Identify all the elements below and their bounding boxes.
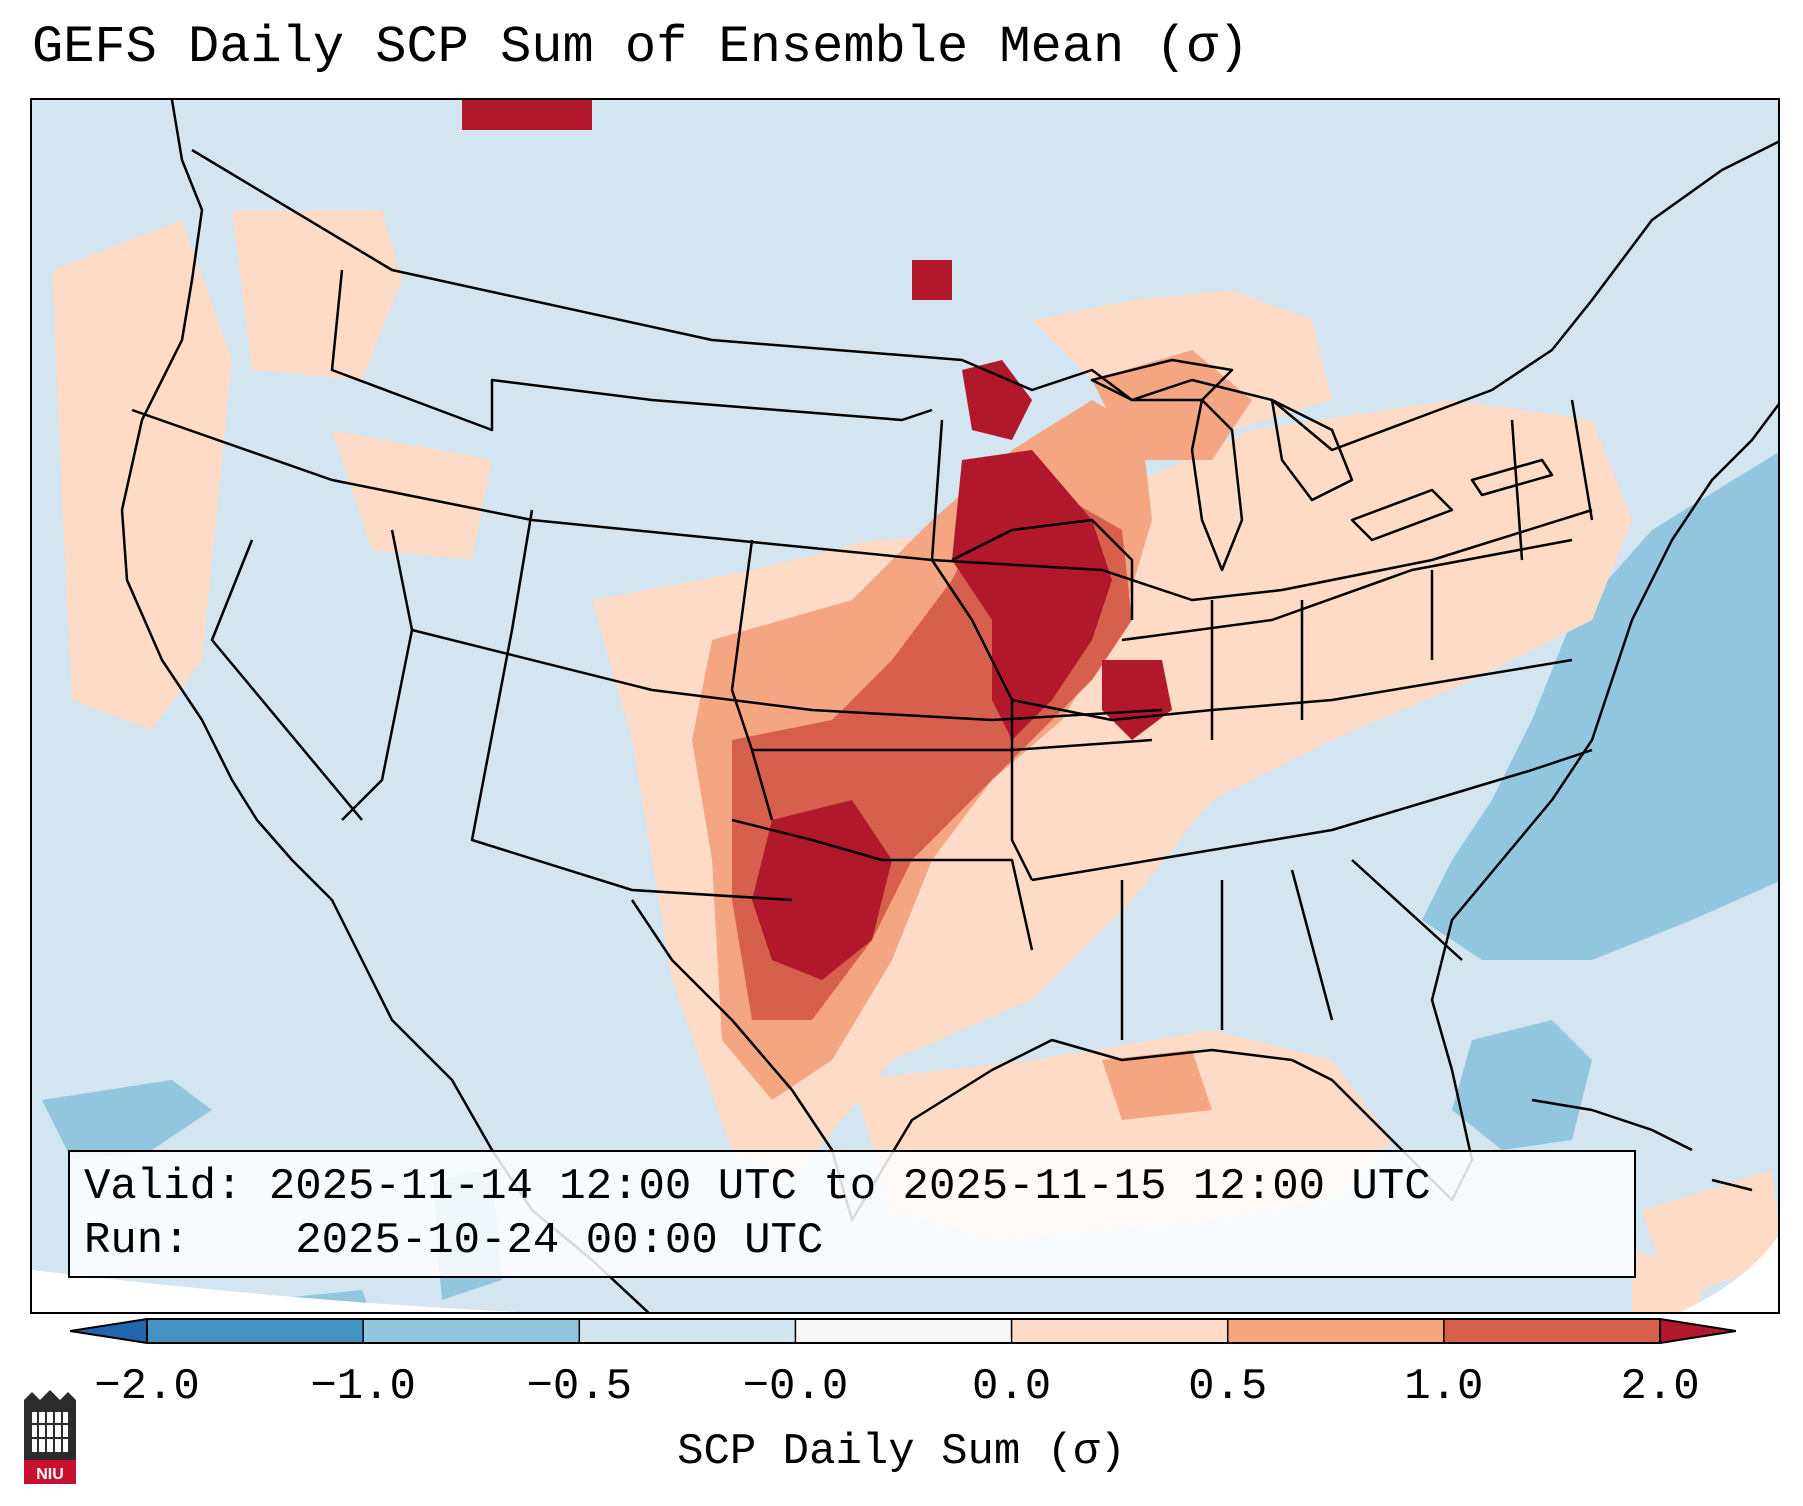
colorbar-tick-label: 0.5 xyxy=(1188,1362,1268,1412)
info-box: Valid: 2025-11-14 12:00 UTC to 2025-11-1… xyxy=(68,1150,1636,1278)
colorbar-tick-label: −2.0 xyxy=(94,1362,200,1412)
colorbar-segment xyxy=(147,1319,364,1343)
colorbar-tick-label: 0.0 xyxy=(971,1362,1052,1412)
map-title: GEFS Daily SCP Sum of Ensemble Mean (σ) xyxy=(32,18,1249,77)
run-value: 2025-10-24 00:00 UTC xyxy=(295,1216,824,1266)
domain-edge xyxy=(32,1270,518,1312)
valid-value: 2025-11-14 12:00 UTC to 2025-11-15 12:00… xyxy=(268,1162,1431,1212)
colorbar-tick-label: 1.0 xyxy=(1404,1362,1484,1412)
valid-row: Valid: 2025-11-14 12:00 UTC to 2025-11-1… xyxy=(84,1160,1620,1214)
colorbar-segment xyxy=(1011,1319,1229,1343)
colorbar xyxy=(70,1318,1736,1344)
niu-logo: NIU xyxy=(24,1390,76,1484)
colorbar-segments xyxy=(70,1318,1736,1344)
colorbar-segment xyxy=(1443,1319,1661,1343)
ocean-anomaly-region-atlantic xyxy=(1422,452,1778,1150)
scp-map xyxy=(32,100,1778,1312)
colorbar-tick-label: −0.0 xyxy=(742,1362,849,1412)
colorbar-extend-high xyxy=(1659,1318,1736,1344)
colorbar-segment xyxy=(363,1319,580,1343)
colorbar-segment xyxy=(1227,1319,1445,1343)
colorbar-label: SCP Daily Sum (σ) xyxy=(677,1427,1126,1477)
valid-label: Valid: xyxy=(84,1162,243,1212)
colorbar-tick-label: −1.0 xyxy=(310,1362,416,1412)
run-row: Run: 2025-10-24 00:00 UTC xyxy=(84,1214,1620,1268)
logo-text: NIU xyxy=(36,1466,64,1483)
run-label: Run: xyxy=(84,1216,190,1266)
colorbar-segment xyxy=(795,1319,1013,1343)
colorbar-segment xyxy=(579,1319,796,1343)
map-panel xyxy=(30,98,1780,1314)
colorbar-outline xyxy=(146,1318,1661,1344)
domain-edge-right xyxy=(1680,1236,1778,1312)
colorbar-extend-low xyxy=(70,1318,148,1344)
colorbar-tick-label: 2.0 xyxy=(1620,1362,1700,1412)
colorbar-tick-label: −0.5 xyxy=(526,1362,633,1412)
